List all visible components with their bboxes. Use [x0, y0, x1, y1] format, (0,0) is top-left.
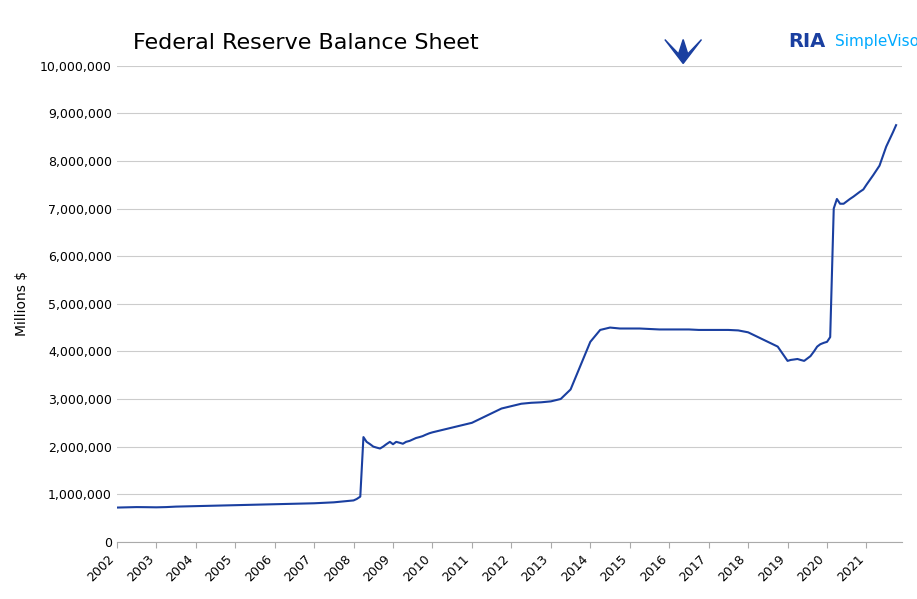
- Text: RIA: RIA: [789, 32, 825, 52]
- Text: Federal Reserve Balance Sheet: Federal Reserve Balance Sheet: [133, 33, 478, 53]
- Y-axis label: Millions $: Millions $: [15, 271, 29, 336]
- Text: SimpleVisor: SimpleVisor: [835, 34, 917, 50]
- Polygon shape: [665, 40, 702, 63]
